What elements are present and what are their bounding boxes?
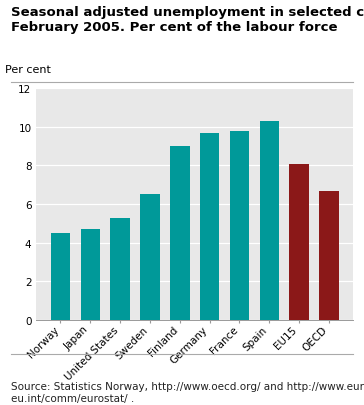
- Bar: [140, 195, 160, 320]
- Bar: [230, 131, 249, 320]
- Text: Source: Statistics Norway, http://www.oecd.org/ and http://www.europa.
eu.int/co: Source: Statistics Norway, http://www.oe…: [11, 382, 364, 403]
- Bar: [319, 191, 339, 320]
- Text: Seasonal adjusted unemployment in selected countries,
February 2005. Per cent of: Seasonal adjusted unemployment in select…: [11, 6, 364, 34]
- Bar: [260, 122, 279, 320]
- Bar: [170, 147, 190, 320]
- Bar: [81, 230, 100, 320]
- Bar: [200, 133, 219, 320]
- Text: Per cent: Per cent: [5, 65, 51, 75]
- Bar: [110, 218, 130, 320]
- Bar: [289, 164, 309, 320]
- Bar: [51, 233, 70, 320]
